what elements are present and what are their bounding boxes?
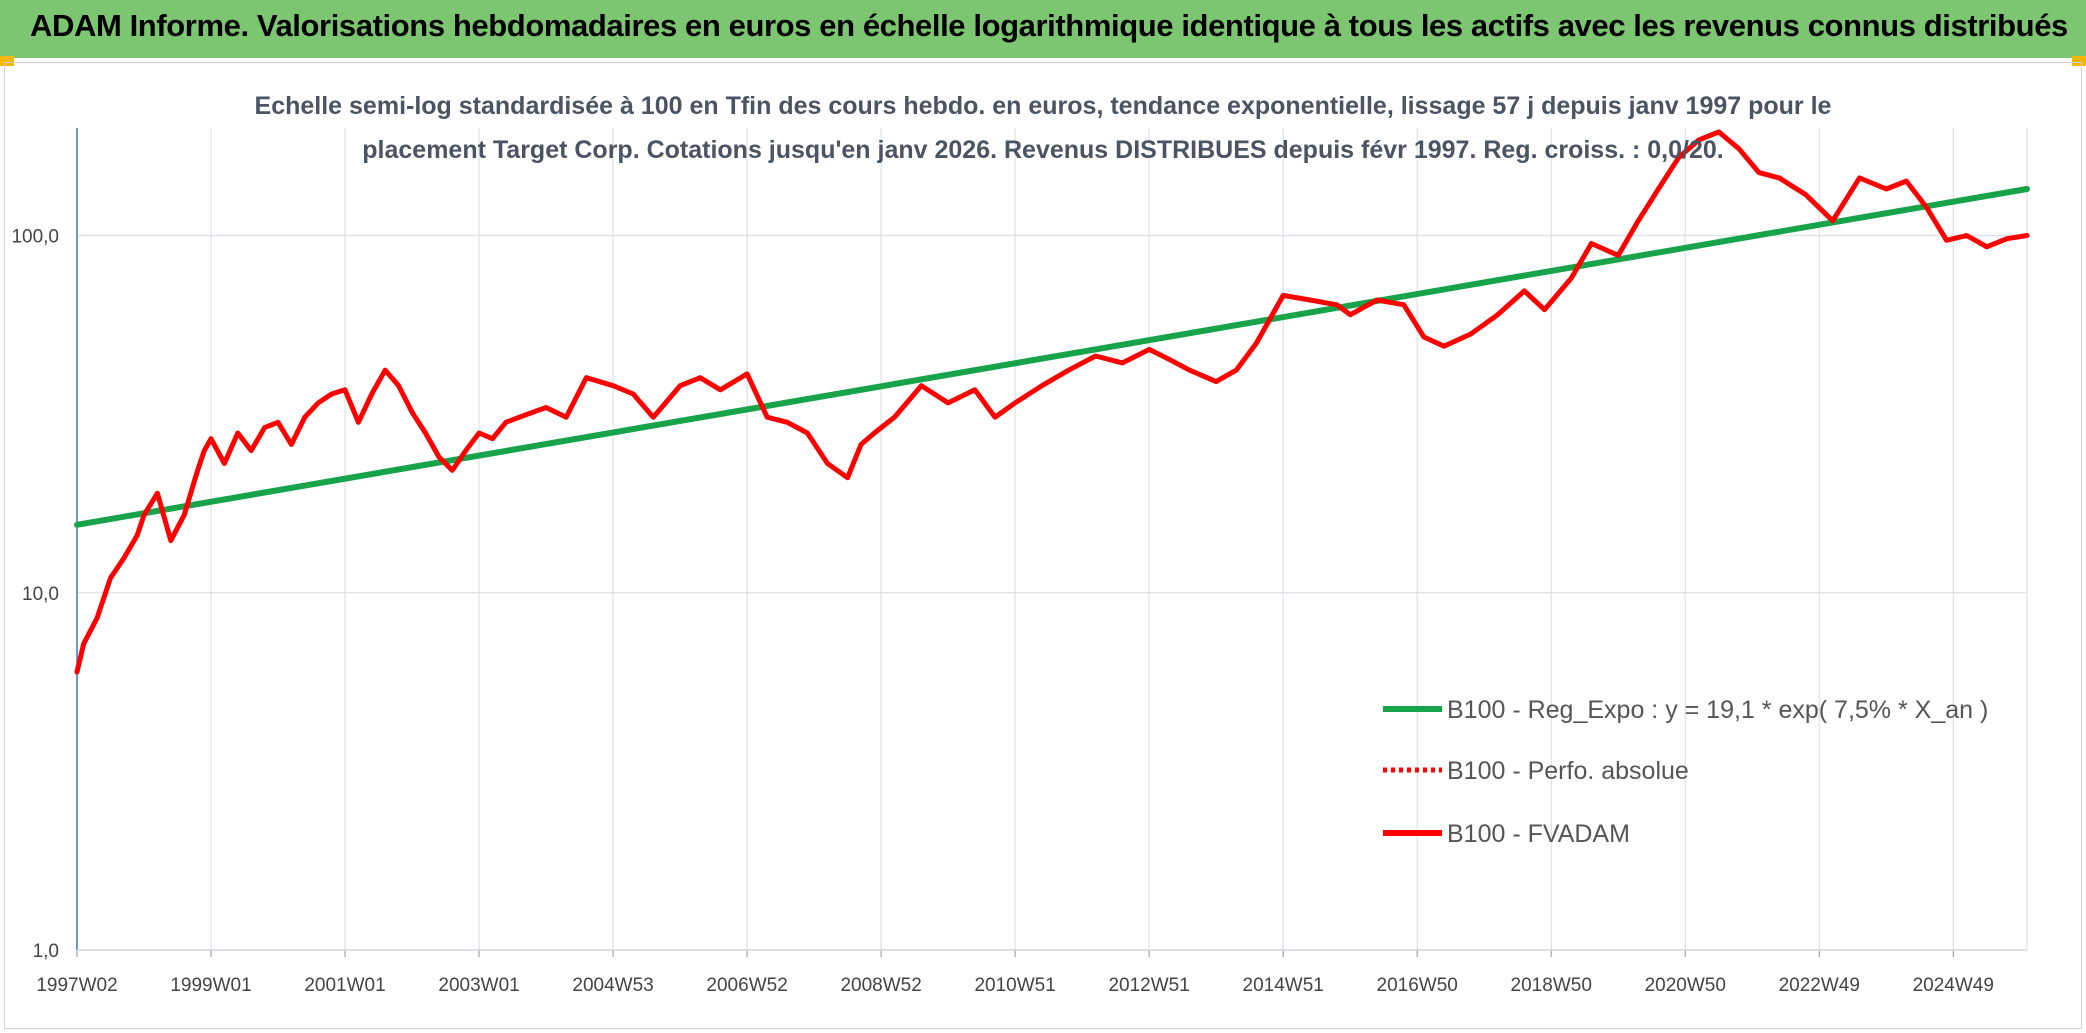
y-tick-labels: 1,0 10,0 100,0 <box>11 227 59 962</box>
x-tick-label: 2014W51 <box>1243 975 1324 996</box>
x-tick-label: 2010W51 <box>974 975 1055 996</box>
page-title: ADAM Informe. Valorisations hebdomadaire… <box>30 8 2068 43</box>
legend: B100 - Reg_Expo : y = 19,1 * exp( 7,5% *… <box>1383 696 1988 848</box>
x-tick-label: 2012W51 <box>1108 975 1189 996</box>
series <box>74 129 2030 675</box>
x-tick-label: 2018W50 <box>1511 975 1592 996</box>
chart-title-line-1: Echelle semi-log standardisée à 100 en T… <box>255 92 1832 120</box>
legend-label-reg-expo: B100 - Reg_Expo : y = 19,1 * exp( 7,5% *… <box>1447 696 1988 724</box>
x-tick-label: 2001W01 <box>304 975 385 996</box>
corner-marker-left <box>0 56 14 66</box>
x-tick-label: 2003W01 <box>438 975 519 996</box>
chart-frame <box>4 62 2082 1029</box>
chart-title-line-2: placement Target Corp. Cotations jusqu'e… <box>362 136 1723 164</box>
x-tick-label: 2008W52 <box>840 975 921 996</box>
x-tick-labels: 1997W02 1999W01 2001W01 2003W01 2004W53 2006W… <box>36 975 1994 996</box>
legend-label-perfo: B100 - Perfo. absolue <box>1447 757 1689 785</box>
x-tick-label: 2016W50 <box>1377 975 1458 996</box>
x-tick-label: 2024W49 <box>1913 975 1994 996</box>
y-tick-label: 1,0 <box>33 941 59 962</box>
x-tick-label: 2022W49 <box>1779 975 1860 996</box>
x-tick-label: 1999W01 <box>170 975 251 996</box>
x-tick-label: 2020W50 <box>1645 975 1726 996</box>
grid-lines <box>76 128 2028 957</box>
series-line-reg-expo <box>74 186 2030 528</box>
series-line-fvadam <box>74 129 2030 675</box>
x-tick-label: 2006W52 <box>706 975 787 996</box>
y-tick-label: 100,0 <box>11 227 59 248</box>
corner-marker-right <box>2072 56 2086 66</box>
x-tick-label: 2004W53 <box>572 975 653 996</box>
x-tick-label: 1997W02 <box>36 975 117 996</box>
legend-label-fvadam: B100 - FVADAM <box>1447 820 1630 848</box>
y-tick-label: 10,0 <box>22 584 59 605</box>
header-bar <box>0 0 2086 58</box>
